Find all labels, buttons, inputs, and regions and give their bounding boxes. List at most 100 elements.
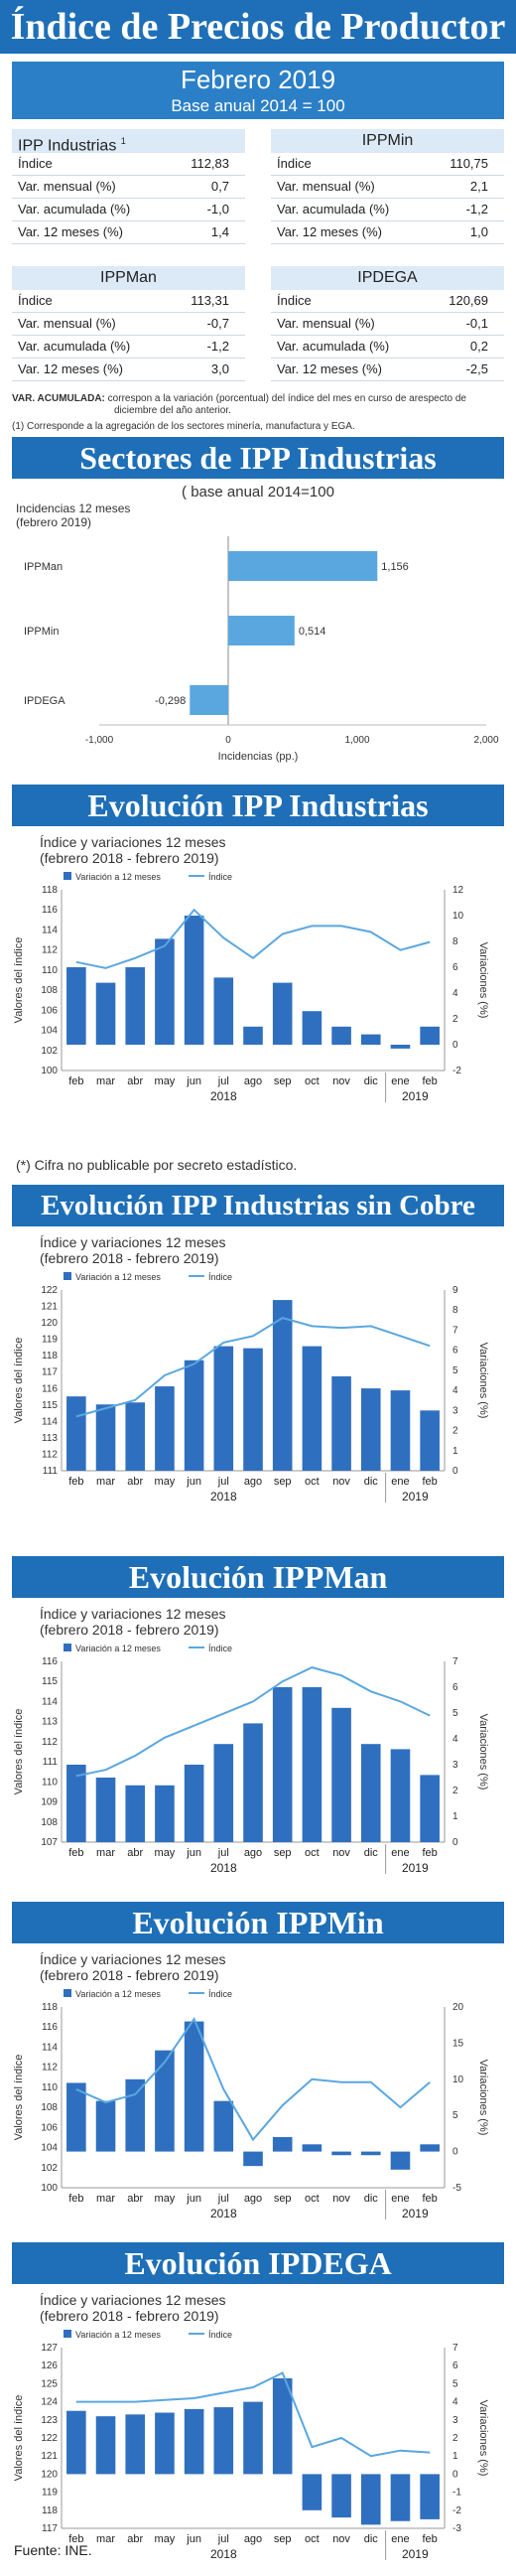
y-right-tick-label: 7 [452,2343,458,2354]
variation-bar [66,1396,86,1471]
y-left-tick-label: 112 [42,1449,58,1460]
x-tick-label: may [155,2193,176,2205]
y-left-axis-label: Valores del índice [13,1709,25,1795]
y-left-tick-label: 123 [41,2415,58,2426]
evolution-chart: Variación a 12 meses Índice11111211311411… [13,1272,489,1503]
no-publicable-note: (*) Cifra no publicable por secreto esta… [16,1157,298,1173]
y-right-tick-label: 2 [452,2433,458,2444]
y-left-tick-label: 119 [42,2488,58,2499]
y-left-tick-label: 120 [41,1318,58,1329]
sector-bar [190,685,228,715]
x-tick-label: mar [96,1847,115,1859]
legend-bar-swatch [64,1272,71,1280]
x-tick-label: feb [423,1476,438,1488]
y-right-tick-label: -5 [452,2183,461,2194]
y-left-tick-label: 115 [42,1676,58,1687]
index-line [75,2017,431,2142]
variation-bar [213,2100,234,2152]
y-right-tick-label: 8 [452,1305,458,1316]
y-left-axis-label: Valores del índice [13,2395,25,2482]
x-tick-label: mar [96,2533,115,2545]
variation-bar [243,2401,263,2475]
y-left-tick-label: 121 [41,1302,58,1313]
y-right-tick-label: 0 [452,1466,458,1477]
x-tick-label: jun [186,2193,201,2205]
x-tick-label: feb [68,2193,83,2205]
x-tick-label: ago [244,1847,262,1859]
y-left-tick-label: 118 [42,1351,58,1361]
y-right-axis-label: Variaciones (%) [477,1343,489,1419]
variation-bar [155,1785,175,1842]
variation-bar [243,2151,263,2167]
y-right-tick-label: 1 [452,1446,458,1457]
table-ipdega: IPDEGA Índice 120,69 Var. mensual (%) -0,1… [271,266,504,381]
x-tick-label: abr [127,1847,143,1859]
x-tick-label: may [155,1847,176,1859]
evolution-chart-title: Evolución IPP Industrias [12,785,504,826]
x-tick-label: feb [423,2193,438,2205]
variation-bar [95,2100,116,2152]
legend-bar-label: Variación a 12 meses [75,1272,161,1282]
y-right-tick-label: 6 [452,1346,458,1357]
year-label: 2018 [210,2547,237,2561]
variation-bar [95,1778,116,1842]
y-right-tick-label: 3 [452,1405,458,1416]
variation-bar [125,1785,146,1842]
y-left-tick-label: 109 [41,1797,58,1808]
y-right-tick-label: 2 [452,1014,458,1025]
y-right-tick-label: 6 [452,1682,458,1693]
y-left-tick-label: 108 [41,1817,58,1828]
x-tick-label: ene [391,1476,409,1488]
evolution-chart: Variación a 12 meses Índice10010210410610… [13,1989,489,2220]
sector-chart: IPPMan 1,156 IPPMin 0,514 IPDEGA -0,298 -1,000… [24,536,499,745]
variation-bar [360,2151,381,2156]
y-right-tick-label: 1 [452,1811,458,1822]
y-right-tick-label: 5 [452,1365,458,1376]
variation-bar [420,1775,440,1842]
y-right-tick-label: -2 [452,2505,461,2516]
y-right-tick-label: 20 [452,2002,464,2013]
y-left-tick-label: 119 [42,1335,58,1346]
y-left-tick-label: 116 [42,2022,58,2033]
legend-bar-swatch [64,1644,71,1651]
legend-bar-swatch [64,1989,71,1997]
y-right-tick-label: 7 [452,1656,458,1667]
y-left-tick-label: 124 [41,2397,58,2408]
sector-value-label: 1,156 [381,561,409,573]
y-left-tick-label: 113 [42,1433,58,1444]
x-tick-label: 2,000 [473,735,498,745]
y-right-tick-label: 2 [452,1786,458,1796]
y-left-axis-label: Valores del índice [13,2055,25,2141]
variation-bar [184,2021,204,2152]
y-right-tick-label: 6 [452,2361,458,2371]
y-right-tick-label: 1 [452,2451,458,2462]
legend-line-label: Índice [208,1989,232,1999]
variation-bar [302,1687,322,1842]
x-tick-label: ago [244,2193,262,2205]
x-tick-label: mar [96,2193,115,2205]
y-right-tick-label: 5 [452,2110,458,2121]
x-tick-label: nov [332,1075,350,1087]
y-left-tick-label: 125 [41,2378,58,2389]
x-tick-label: feb [68,2533,83,2545]
variation-bar [125,1402,146,1471]
x-tick-label: feb [423,1847,438,1859]
year-label: 2018 [210,1861,237,1875]
y-left-tick-label: 114 [42,2042,58,2053]
x-tick-label: jun [186,1476,201,1488]
x-tick-label: abr [127,2533,143,2545]
variation-bar [155,2412,175,2475]
variation-bar [390,1390,411,1471]
variation-bar [420,1410,440,1471]
x-tick-label: feb [423,2533,438,2545]
y-right-tick-label: 12 [452,885,464,896]
x-tick-label: jun [186,2533,201,2545]
y-left-tick-label: 112 [42,2063,58,2074]
table-row: Var. acumulada (%) -1,2 [12,336,245,358]
x-tick-label: dic [364,2193,379,2205]
y-left-tick-label: 116 [42,1656,58,1667]
table-row: Var. 12 meses (%) 3,0 [12,358,245,381]
x-tick-label: mar [96,1476,115,1488]
x-tick-label: feb [68,1075,83,1087]
y-left-tick-label: 107 [41,1837,58,1848]
